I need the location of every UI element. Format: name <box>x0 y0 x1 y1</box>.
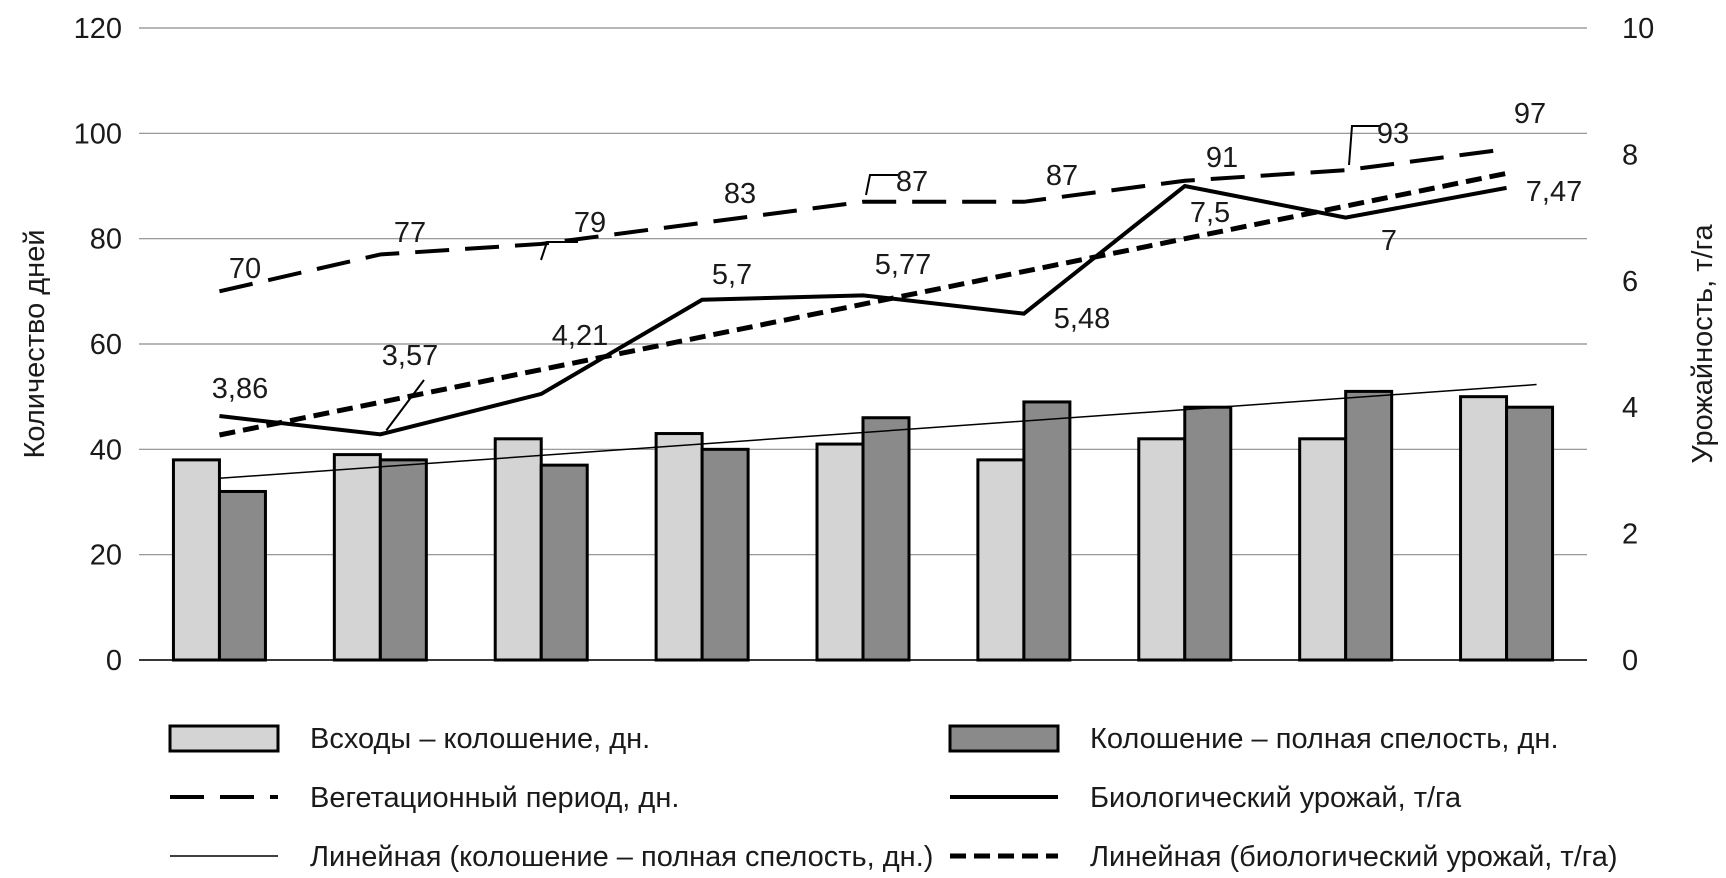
trend-line-yield <box>218 170 1508 438</box>
bar-heading-ripeness <box>1183 405 1233 662</box>
trend-line-heading-ripeness <box>219 383 1537 480</box>
y-left-tick-label: 120 <box>74 13 122 45</box>
legend-vegetation-period-label: Вегетационный период, дн. <box>310 782 679 814</box>
bar-sprouting-heading <box>815 442 865 662</box>
vegetation-data-label: 87 <box>896 166 928 198</box>
vegetation-label-leader <box>865 174 900 196</box>
line-biological-yield <box>219 183 1507 437</box>
legend-sprouting-heading-swatch <box>168 724 280 753</box>
yield-data-label: 7,47 <box>1526 176 1582 208</box>
yield-data-label: 5,77 <box>875 249 931 281</box>
y-right-tick-label: 10 <box>1622 13 1654 45</box>
yield-data-label: 5,7 <box>712 259 752 291</box>
bar-heading-ripeness <box>1505 405 1555 662</box>
bar-sprouting-heading <box>171 458 221 662</box>
bar-sprouting-heading <box>332 453 382 662</box>
bar-heading-ripeness <box>1022 400 1072 662</box>
yield-label-leader <box>385 379 425 431</box>
y-right-tick-label: 2 <box>1622 519 1638 551</box>
legend-trend-heading-ripeness-label: Линейная (колошение – полная спелость, д… <box>310 841 933 873</box>
vegetation-data-label: 87 <box>1046 160 1078 192</box>
yield-data-label: 3,57 <box>382 340 438 372</box>
vegetation-data-label: 79 <box>574 207 606 239</box>
bar-heading-ripeness <box>861 416 911 662</box>
vegetation-data-label: 93 <box>1377 118 1409 150</box>
bar-heading-ripeness <box>700 447 750 662</box>
legend-heading-ripeness-swatch <box>948 724 1060 753</box>
yield-data-label: 3,86 <box>212 373 268 405</box>
yield-data-label: 7,5 <box>1190 197 1230 229</box>
y-left-tick-label: 100 <box>74 118 122 150</box>
bar-sprouting-heading <box>493 437 543 662</box>
vegetation-data-label: 97 <box>1514 98 1546 130</box>
yield-data-label: 4,21 <box>552 320 608 352</box>
legend-trend-yield-label: Линейная (биологический урожай, т/га) <box>1090 841 1617 873</box>
yield-data-label: 5,48 <box>1054 303 1110 335</box>
bar-heading-ripeness <box>539 463 589 662</box>
y-left-tick-label: 80 <box>90 224 122 256</box>
y-left-tick-label: 20 <box>90 540 122 572</box>
y-right-tick-label: 6 <box>1622 266 1638 298</box>
bar-sprouting-heading <box>1298 437 1348 662</box>
vegetation-data-label: 70 <box>229 253 261 285</box>
legend-biological-yield-label: Биологический урожай, т/га <box>1090 782 1462 814</box>
bar-heading-ripeness <box>217 489 267 662</box>
vegetation-data-label: 77 <box>394 217 426 249</box>
yield-data-label: 7 <box>1381 225 1397 257</box>
bar-sprouting-heading <box>1459 395 1509 662</box>
y-right-tick-label: 0 <box>1622 645 1638 677</box>
bar-sprouting-heading <box>976 458 1026 662</box>
y-right-axis-title: Урожайность, т/га <box>1687 223 1719 463</box>
vegetation-label-leader <box>1348 125 1380 166</box>
vegetation-data-label: 91 <box>1206 142 1238 174</box>
y-left-axis-title: Количество дней <box>19 229 51 458</box>
y-left-tick-label: 40 <box>90 434 122 466</box>
legend-sprouting-heading-label: Всходы – колошение, дн. <box>310 723 650 755</box>
bar-sprouting-heading <box>1137 437 1187 662</box>
y-right-tick-label: 4 <box>1622 392 1638 424</box>
legend-heading-ripeness-label: Колошение – полная спелость, дн. <box>1090 723 1559 755</box>
y-left-tick-label: 0 <box>106 645 122 677</box>
bar-heading-ripeness <box>378 458 428 662</box>
line-vegetation-period <box>218 147 1507 294</box>
y-right-tick-label: 8 <box>1622 139 1638 171</box>
bar-heading-ripeness <box>1344 389 1394 662</box>
vegetation-data-label: 83 <box>724 178 756 210</box>
bar-sprouting-heading <box>654 432 704 662</box>
vegetation-label-leader <box>540 241 578 261</box>
y-left-tick-label: 60 <box>90 329 122 361</box>
